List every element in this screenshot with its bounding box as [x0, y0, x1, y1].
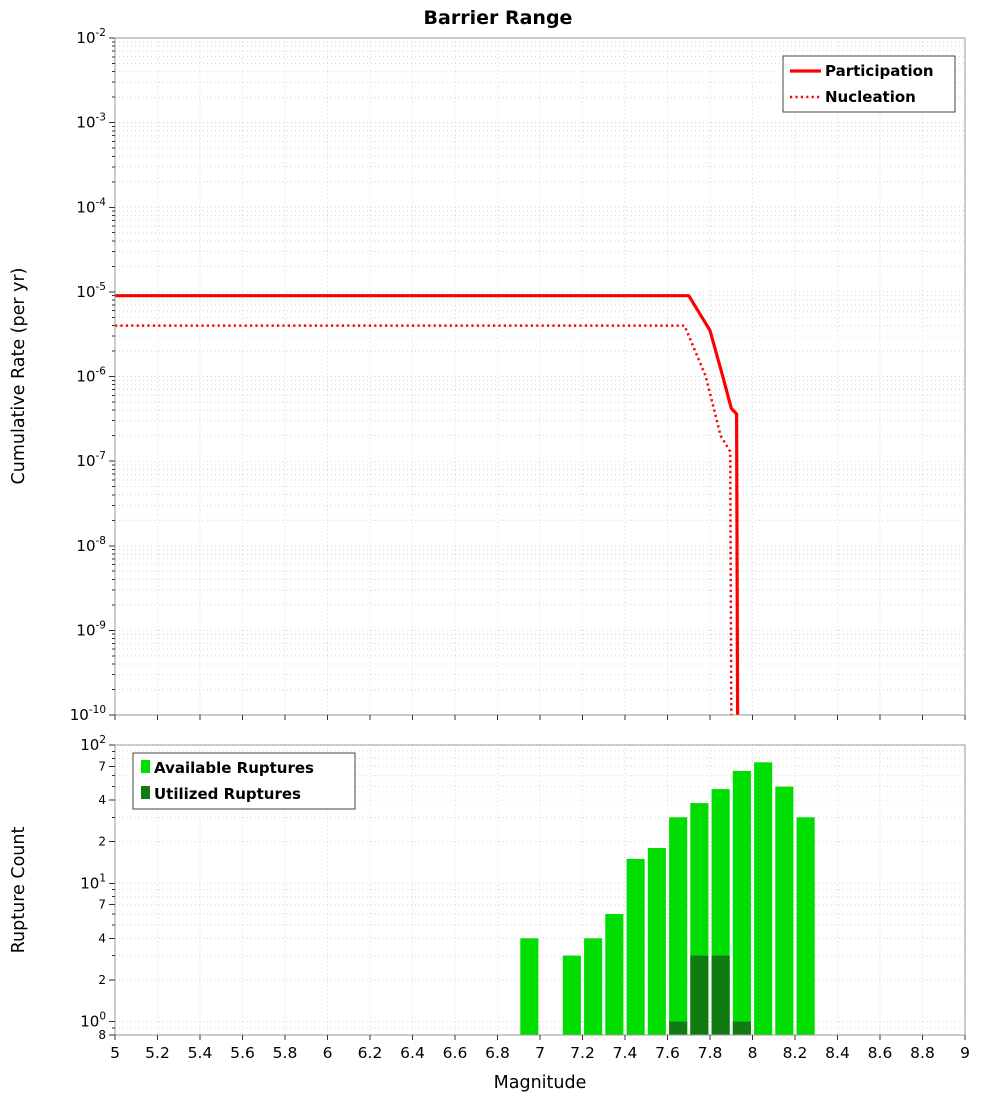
series-layer: [115, 294, 740, 715]
y-tick-label: 101: [80, 872, 106, 892]
x-tick-label: 5.6: [230, 1044, 255, 1062]
x-tick-label: 7.2: [570, 1044, 595, 1062]
available-ruptures-swatch: [141, 760, 150, 773]
x-tick-label: 6: [323, 1044, 333, 1062]
bar: [520, 938, 539, 1035]
legend-label: Available Ruptures: [154, 759, 314, 777]
bar: [669, 1021, 688, 1035]
y-tick-label: 10-4: [76, 196, 106, 216]
x-tick-label: 7.6: [655, 1044, 680, 1062]
y-tick-label: 10-2: [76, 27, 106, 47]
x-tick-label: 6.6: [443, 1044, 468, 1062]
x-tick-label: 7.4: [613, 1044, 638, 1062]
bar: [732, 1021, 751, 1035]
rate-axis-label: Cumulative Rate (per yr): [9, 268, 29, 485]
bar: [626, 858, 645, 1035]
legend-frame: [132, 752, 356, 810]
bar: [796, 817, 815, 1035]
legend: Participation Nucleation: [782, 55, 956, 113]
bar: [562, 955, 581, 1035]
grid: [115, 745, 965, 1035]
y-tick-label: 7: [98, 898, 106, 912]
x-tick-label: 9: [960, 1044, 970, 1062]
axes: 10-2 10-3 10-4 10-5 10-6 10-7 10-8 10-9 10-10: [70, 27, 966, 724]
y-tick-label: 10-6: [76, 366, 106, 386]
bar: [732, 770, 751, 1035]
bar: [775, 786, 794, 1035]
y-tick-label: 10-5: [76, 281, 106, 301]
y-tick-label: 4: [98, 931, 106, 945]
x-tick-label: 5.4: [188, 1044, 213, 1062]
nucleation-line: [115, 324, 733, 715]
cumulative-rate-plot: 10-2 10-3 10-4 10-5 10-6 10-7 10-8 10-9 10-10 Par…: [70, 27, 966, 724]
utilized-ruptures-bars: [669, 955, 751, 1035]
y-tick-label: 8: [98, 1028, 106, 1042]
x-tick-label: 8.6: [868, 1044, 893, 1062]
y-tick-label: 10-3: [76, 112, 106, 132]
bar: [584, 938, 603, 1035]
legend-label: Nucleation: [825, 88, 916, 106]
bar: [647, 848, 666, 1035]
legend-frame: [782, 55, 956, 113]
bar: [754, 762, 773, 1035]
participation-line: [115, 294, 740, 715]
y-tick-label: 102: [80, 734, 106, 754]
y-tick-label: 7: [98, 759, 106, 773]
utilized-ruptures-swatch: [141, 786, 150, 799]
x-tick-label: 8.2: [783, 1044, 808, 1062]
x-tick-label: 5.8: [273, 1044, 298, 1062]
x-tick-label: 7.8: [698, 1044, 723, 1062]
grid: [115, 38, 965, 715]
x-tick-label: 6.4: [400, 1044, 425, 1062]
bar: [690, 955, 709, 1035]
x-tick-label: 7: [535, 1044, 545, 1062]
bar: [669, 817, 688, 1035]
x-tick-label: 6.2: [358, 1044, 383, 1062]
x-tick-label: 5.2: [145, 1044, 170, 1062]
y-tick-label: 2: [98, 973, 106, 987]
series-layer: [520, 762, 815, 1035]
x-tick-label: 6.8: [485, 1044, 510, 1062]
bar: [605, 914, 624, 1035]
figure-title: Barrier Range: [424, 7, 573, 29]
y-tick-label: 10-8: [76, 535, 106, 555]
y-tick-label: 4: [98, 793, 106, 807]
y-tick-label: 2: [98, 835, 106, 849]
y-tick-label: 10-9: [76, 619, 106, 639]
count-axis-label: Rupture Count: [9, 827, 29, 954]
legend-label: Utilized Ruptures: [154, 785, 301, 803]
x-tick-label: 8: [748, 1044, 758, 1062]
y-tick-label: 10-10: [70, 704, 106, 724]
y-tick-label: 100: [80, 1011, 106, 1031]
x-tick-label: 8.8: [910, 1044, 935, 1062]
magnitude-axis-label: Magnitude: [494, 1073, 587, 1093]
legend-label: Participation: [825, 62, 934, 80]
bar: [711, 955, 730, 1035]
x-tick-label: 5: [110, 1044, 120, 1062]
available-ruptures-bars: [520, 762, 815, 1035]
x-tick-label: 8.4: [825, 1044, 850, 1062]
legend: Available Ruptures Utilized Ruptures: [132, 752, 356, 810]
y-tick-label: 10-7: [76, 450, 106, 470]
